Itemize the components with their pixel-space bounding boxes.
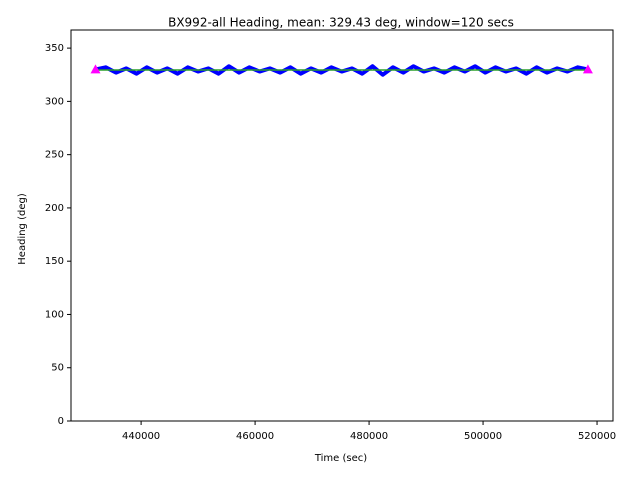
y-tick-label: 350 xyxy=(45,43,64,54)
data-line xyxy=(95,64,589,77)
chart-title: BX992-all Heading, mean: 329.43 deg, win… xyxy=(168,16,514,30)
y-tick-label: 100 xyxy=(45,309,64,320)
x-tick-label: 480000 xyxy=(350,431,388,442)
y-tick-label: 150 xyxy=(45,256,64,267)
x-tick-label: 520000 xyxy=(578,431,616,442)
plot-frame xyxy=(70,29,614,422)
y-tick-label: 50 xyxy=(51,363,64,374)
y-tick-label: 200 xyxy=(45,203,64,214)
x-tick-label: 440000 xyxy=(122,431,160,442)
x-tick-label: 500000 xyxy=(464,431,502,442)
x-axis-label: Time (sec) xyxy=(314,453,367,464)
x-tick-label: 460000 xyxy=(236,431,274,442)
y-tick-label: 300 xyxy=(45,96,64,107)
marker xyxy=(582,64,593,74)
y-tick-label: 250 xyxy=(45,150,64,161)
y-tick-label: 0 xyxy=(58,416,64,427)
marker xyxy=(90,64,101,74)
y-axis-label: Heading (deg) xyxy=(17,193,28,265)
